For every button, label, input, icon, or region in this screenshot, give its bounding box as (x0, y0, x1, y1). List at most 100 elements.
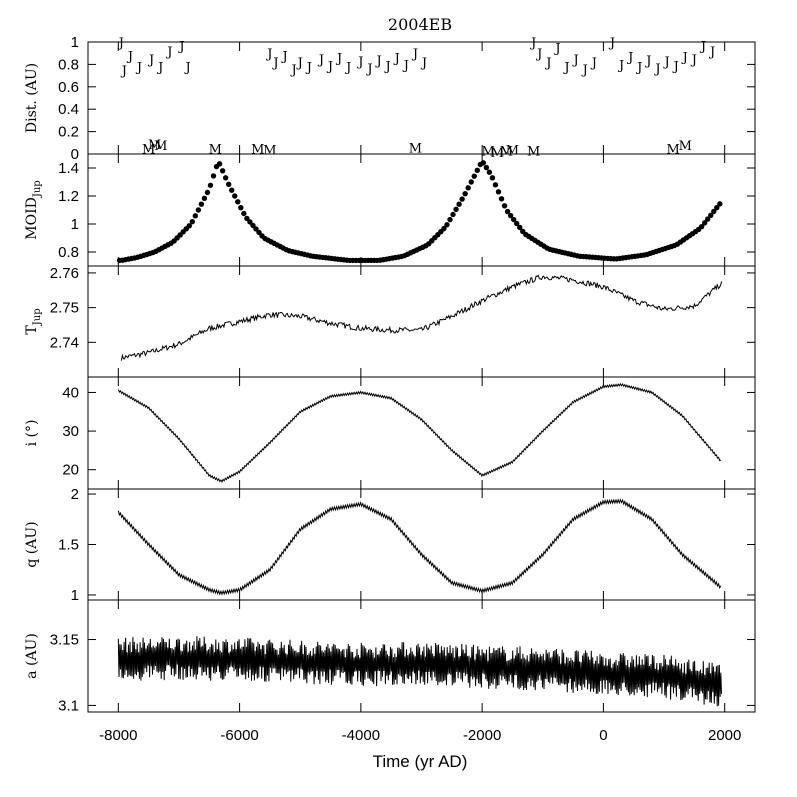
jupiter-marker: J (535, 47, 542, 62)
jupiter-marker: J (553, 42, 560, 57)
jupiter-marker: J (183, 61, 190, 76)
jupiter-marker: J (296, 56, 303, 71)
jupiter-marker: J (135, 61, 142, 76)
panel-moid: 0.8 1 1.2 1.4 MOIDJup (24, 153, 756, 267)
x-tick-label: -8000 (99, 727, 137, 744)
moid-point (459, 196, 465, 202)
y-tick-label: 0.2 (58, 124, 79, 141)
jupiter-marker: J (420, 56, 427, 71)
jupiter-marker: J (335, 52, 342, 67)
moid-point (198, 201, 205, 207)
jupiter-marker: J (271, 56, 278, 71)
jupiter-marker: J (120, 64, 127, 79)
jupiter-marker: J (562, 61, 569, 76)
moid-point (717, 201, 723, 207)
y-tick-label: 1.5 (58, 537, 79, 554)
jupiter-marker: J (374, 54, 381, 69)
panel-frame (87, 265, 756, 378)
moid-point (714, 204, 720, 211)
y-tick-label: 1.2 (58, 188, 79, 205)
y-axis-label: Dist. (AU) (24, 63, 40, 133)
jupiter-marker: J (117, 36, 124, 51)
jupiter-marker: J (662, 55, 669, 70)
panel-frame (87, 488, 756, 601)
moid-point (492, 182, 499, 188)
jupiter-marker: J (653, 62, 660, 77)
jupiter-marker: J (317, 53, 324, 68)
panel-a: 3.1 3.15 a (AU) (24, 599, 756, 714)
moid-point (253, 226, 259, 232)
jupiter-marker: J (681, 51, 688, 66)
moid-point (186, 223, 192, 229)
moid-point (244, 215, 250, 222)
y-tick-label: 2.75 (50, 300, 79, 317)
y-axis-label: i (°) (24, 420, 40, 447)
moid-point (705, 216, 711, 222)
jupiter-marker: J (581, 63, 588, 78)
moid-point (701, 220, 708, 226)
x-tick-label: -4000 (342, 727, 380, 744)
jupiter-marker: J (529, 36, 536, 51)
jupiter-marker: J (344, 61, 351, 76)
y-tick-label: 2 (71, 486, 79, 503)
y-axis-label-subscript: Jup (32, 308, 43, 326)
mars-marker: M (527, 145, 540, 160)
moid-point (486, 169, 493, 175)
x-tick-label: 2000 (708, 727, 741, 744)
jupiter-marker: J (326, 60, 333, 75)
x-axis-label: Time (yr AD) (373, 752, 468, 771)
moid-point (447, 216, 453, 223)
moid-point (489, 175, 496, 181)
x-tick-label: -6000 (220, 727, 258, 744)
x-tick-label: 0 (599, 727, 607, 744)
a-series-line (117, 636, 722, 707)
moid-point (483, 164, 490, 171)
moid-point (513, 220, 520, 227)
y-tick-label: 0 (71, 146, 79, 163)
moid-point (204, 189, 211, 196)
jupiter-marker: J (590, 56, 597, 71)
y-axis-label: a (AU) (24, 633, 40, 679)
jupiter-marker: J (699, 39, 706, 54)
jupiter-marker: J (544, 56, 551, 71)
jupiter-marker: J (147, 53, 154, 68)
moid-point (195, 207, 202, 213)
moid-point (235, 199, 241, 205)
mars-marker: M (263, 144, 276, 159)
y-tick-label: 1 (71, 34, 79, 51)
jupiter-marker: J (644, 54, 651, 69)
jupiter-marker: J (690, 53, 697, 68)
mars-marker: M (209, 142, 222, 157)
incl-series-line (117, 382, 722, 483)
jupiter-marker: J (626, 51, 633, 66)
panel-tjup: 2.74 2.75 2.76 TJup (24, 265, 756, 378)
moid-point (232, 193, 238, 199)
moid-point (222, 175, 229, 181)
panel-frame (87, 599, 756, 713)
y-tick-label: 2.74 (50, 334, 79, 351)
y-tick-label: 3.15 (50, 632, 79, 649)
moid-point (711, 208, 717, 215)
moid-point (698, 223, 705, 230)
jupiter-marker: J (393, 52, 400, 67)
y-tick-label: 2.76 (50, 265, 79, 282)
moid-point (510, 216, 517, 223)
y-axis-label: MOIDJup (24, 180, 43, 239)
moid-point (207, 182, 214, 188)
moid-point (504, 208, 511, 215)
jupiter-marker: J (177, 39, 184, 54)
jupiter-marker: J (165, 45, 172, 60)
moid-point (219, 168, 226, 174)
moid-point (225, 181, 232, 188)
y-axis-label-subscript: Jup (32, 180, 43, 198)
q-series-line (117, 498, 722, 596)
chart-title: 2004EB (388, 15, 452, 34)
mars-marker: M (491, 146, 504, 161)
moid-point (256, 229, 262, 236)
y-tick-label: 40 (62, 384, 79, 401)
moid-point (462, 190, 468, 197)
y-tick-label: 1 (71, 587, 79, 604)
jupiter-marker: J (402, 58, 409, 73)
